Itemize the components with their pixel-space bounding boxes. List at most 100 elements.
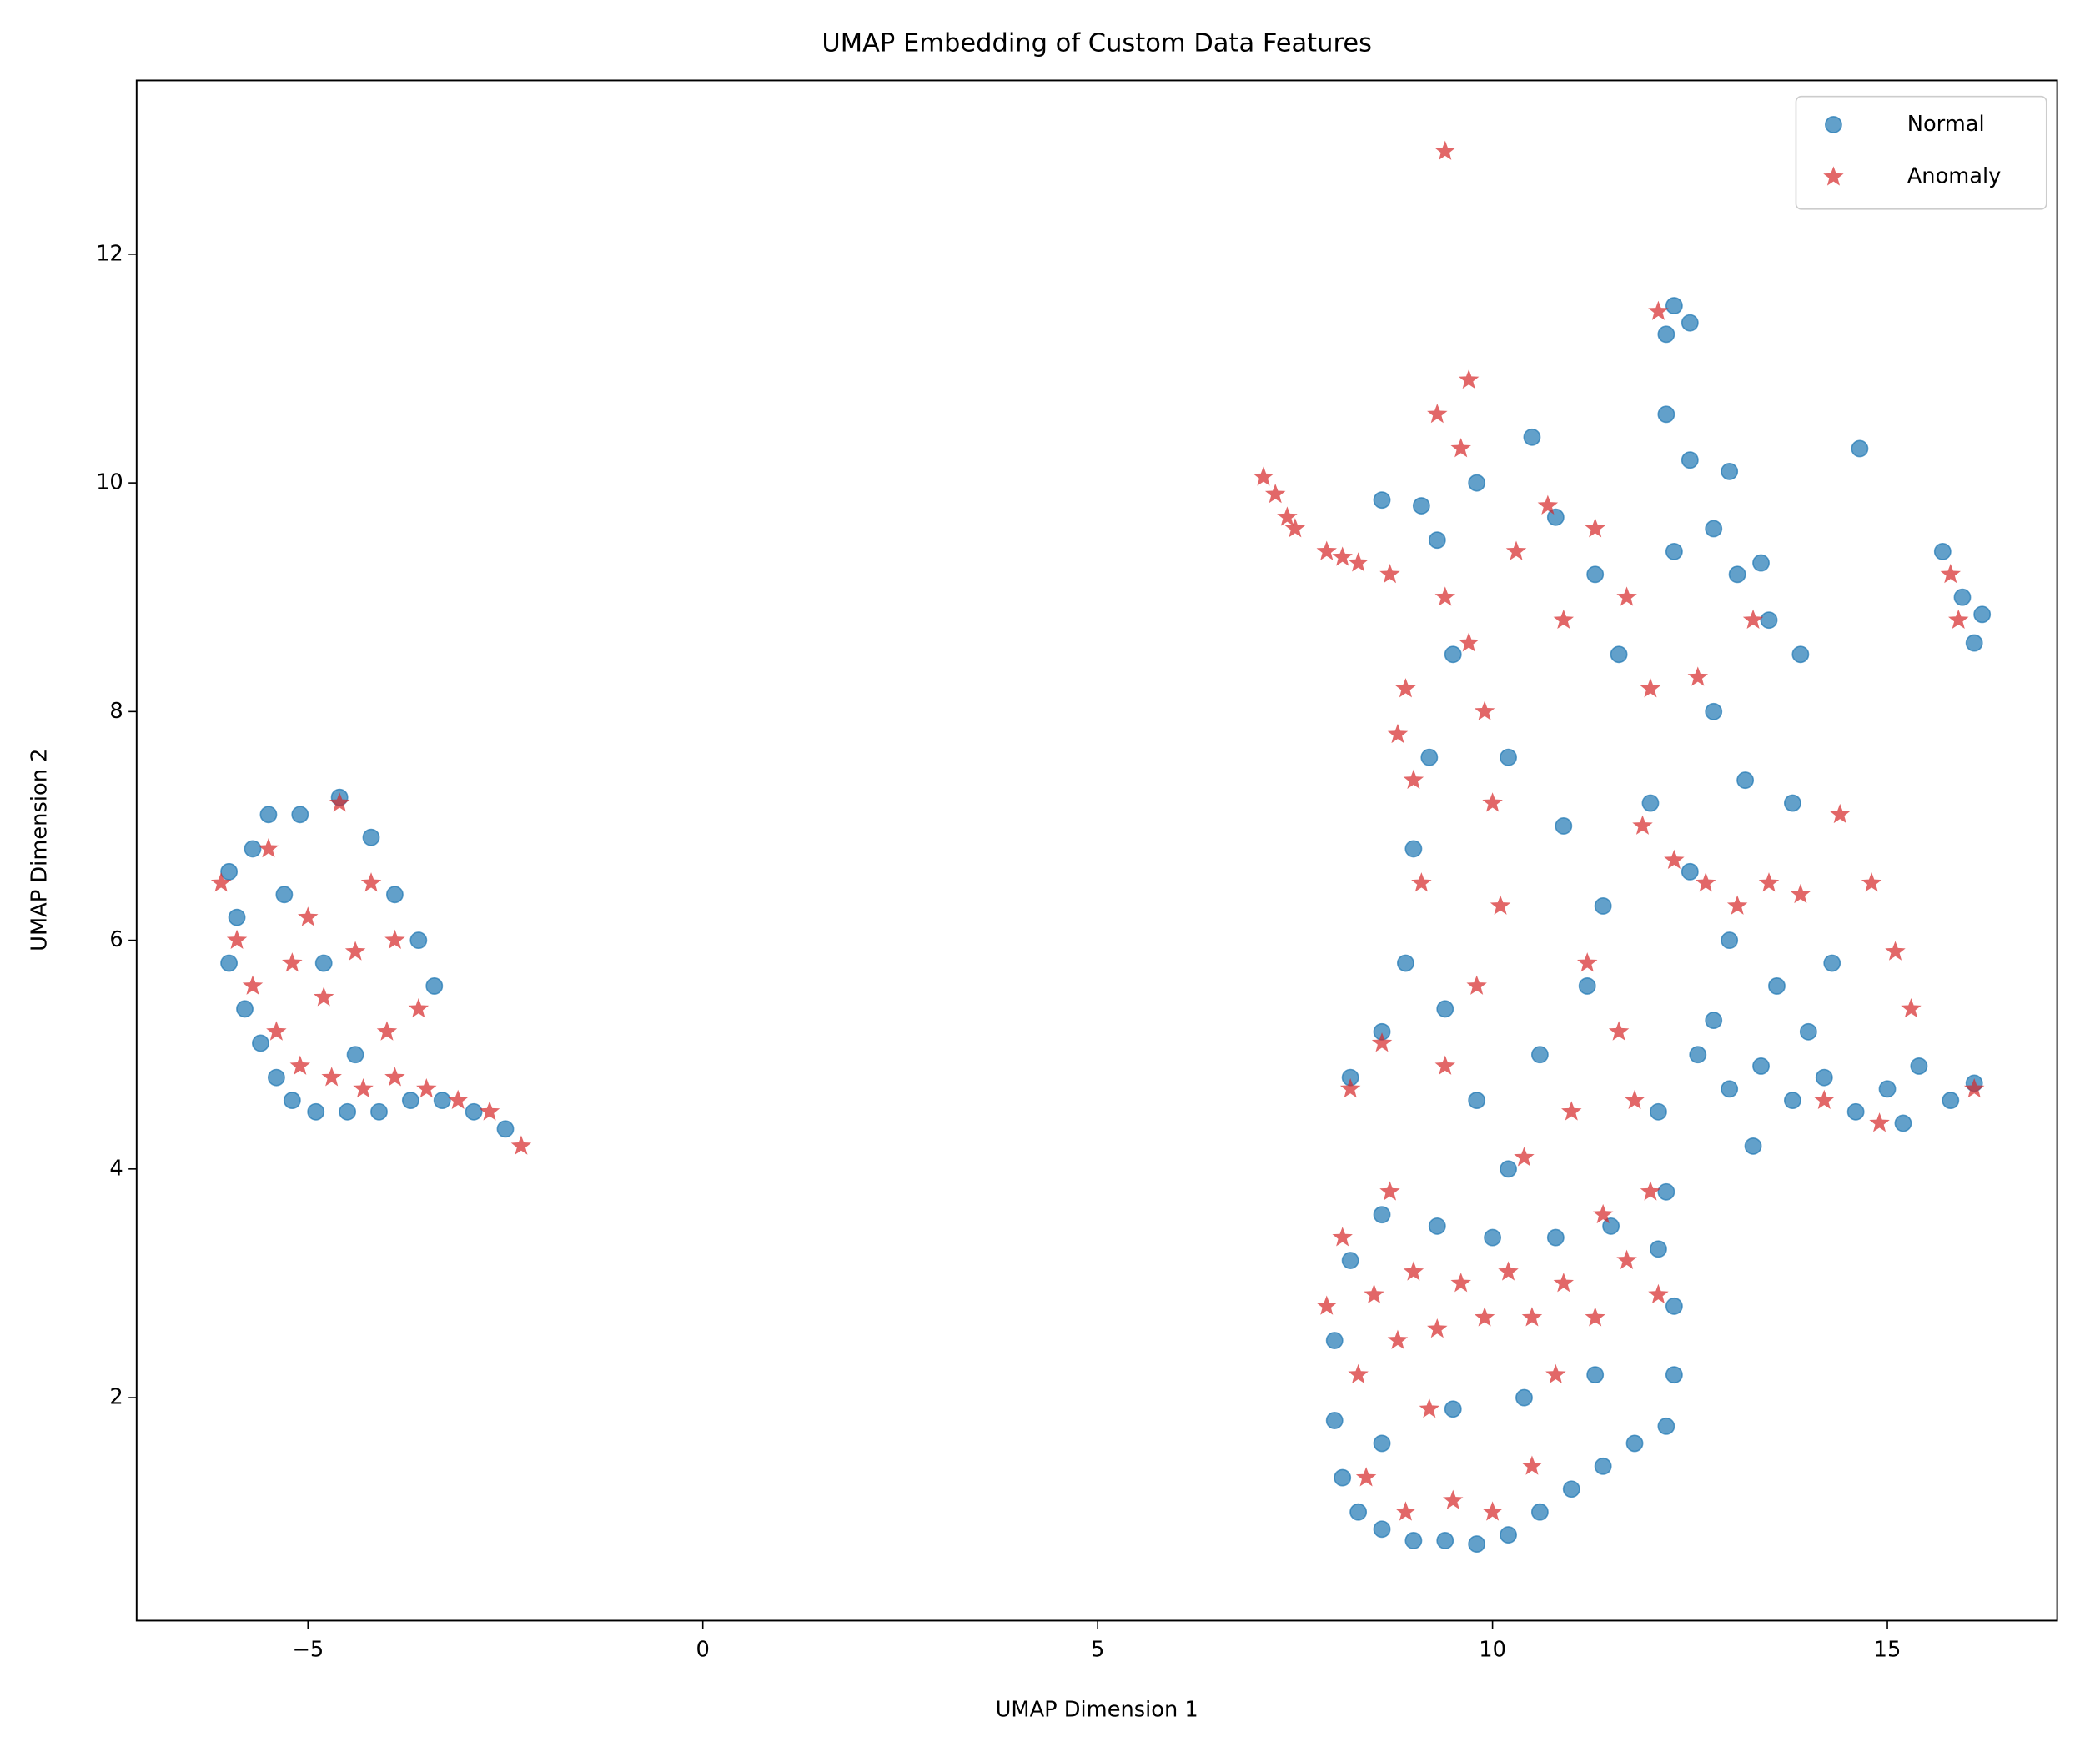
point: [1768, 976, 1786, 995]
x-tick-label: 10: [1479, 1637, 1506, 1662]
point: [1783, 794, 1801, 812]
point: [321, 1067, 342, 1087]
point: [1696, 872, 1716, 892]
point: [1434, 586, 1455, 606]
point: [1815, 1068, 1833, 1087]
point: [1482, 792, 1503, 812]
point: [465, 1102, 483, 1121]
point: [236, 1000, 254, 1018]
point: [1450, 1273, 1471, 1293]
point: [1657, 325, 1675, 344]
point: [1419, 1398, 1440, 1418]
point: [1665, 542, 1683, 560]
point: [1355, 1467, 1377, 1487]
point: [1752, 554, 1770, 572]
point: [1586, 565, 1605, 584]
point: [329, 792, 350, 812]
point: [1348, 552, 1369, 572]
point: [275, 886, 294, 904]
x-tick-label: 0: [696, 1637, 710, 1662]
point: [433, 1092, 451, 1110]
point: [510, 1135, 532, 1155]
point: [1625, 1434, 1644, 1453]
point: [1602, 1217, 1620, 1235]
point: [1474, 1307, 1495, 1327]
y-tick-label: 8: [109, 699, 123, 724]
point: [242, 975, 264, 995]
point: [1940, 563, 1962, 584]
point: [1332, 546, 1353, 566]
point: [1364, 1283, 1384, 1304]
point: [1332, 1227, 1353, 1247]
point: [384, 929, 405, 949]
point: [1830, 803, 1851, 824]
plot-marks: [210, 140, 1992, 1554]
point: [1468, 474, 1486, 492]
plot-frame: [135, 79, 2058, 1622]
y-tick-label: 2: [109, 1385, 123, 1410]
point: [1790, 883, 1811, 904]
point: [1823, 954, 1841, 972]
point: [1586, 1366, 1605, 1384]
point: [1373, 1206, 1391, 1224]
point: [1403, 769, 1424, 790]
point: [1325, 1412, 1344, 1429]
point: [408, 998, 430, 1018]
point: [1973, 605, 1992, 624]
point: [1468, 1092, 1486, 1110]
point: [1726, 895, 1748, 915]
point: [1444, 645, 1462, 664]
point: [1705, 520, 1723, 538]
point: [1500, 1160, 1517, 1178]
point: [385, 886, 404, 904]
point: [1705, 702, 1723, 720]
point: [384, 1067, 405, 1087]
point: [376, 1021, 398, 1041]
point: [1458, 632, 1480, 652]
point: [307, 1102, 325, 1121]
point: [1791, 645, 1810, 664]
point: [1869, 1112, 1890, 1132]
chart-title: UMAP Embedding of Custom Data Features: [821, 29, 1372, 58]
x-tick-label: −5: [292, 1637, 324, 1662]
point: [1585, 1307, 1605, 1327]
point: [1910, 1057, 1928, 1075]
point: [1411, 872, 1432, 892]
point: [1349, 1503, 1368, 1521]
point: [1412, 497, 1430, 515]
point: [1760, 611, 1778, 630]
point: [1514, 1147, 1535, 1167]
point: [1490, 895, 1511, 915]
point: [1325, 1332, 1344, 1349]
point: [1721, 462, 1739, 480]
point: [313, 986, 334, 1007]
point: [1373, 1520, 1391, 1539]
point: [1348, 1363, 1369, 1384]
point: [1521, 1455, 1543, 1475]
point: [1948, 609, 1969, 630]
point: [1403, 1261, 1424, 1281]
point: [1942, 1092, 1960, 1110]
point: [1339, 1077, 1361, 1098]
point: [1387, 723, 1409, 744]
point: [370, 1102, 388, 1121]
point: [1395, 1501, 1416, 1521]
y-tick-label: 4: [109, 1156, 123, 1181]
point: [1861, 872, 1882, 892]
point: [1428, 1217, 1446, 1235]
point: [1427, 403, 1448, 424]
point: [1458, 369, 1480, 389]
point: [1371, 1032, 1393, 1052]
y-axis-label: UMAP Dimension 2: [28, 748, 53, 951]
x-tick-label: 15: [1874, 1637, 1902, 1662]
point: [252, 1034, 269, 1052]
point: [1373, 1434, 1391, 1453]
point: [1657, 405, 1675, 424]
point: [1649, 1102, 1667, 1121]
y-tick-label: 10: [96, 470, 123, 495]
point: [1277, 506, 1298, 526]
point: [1466, 975, 1487, 995]
point: [1379, 563, 1400, 584]
